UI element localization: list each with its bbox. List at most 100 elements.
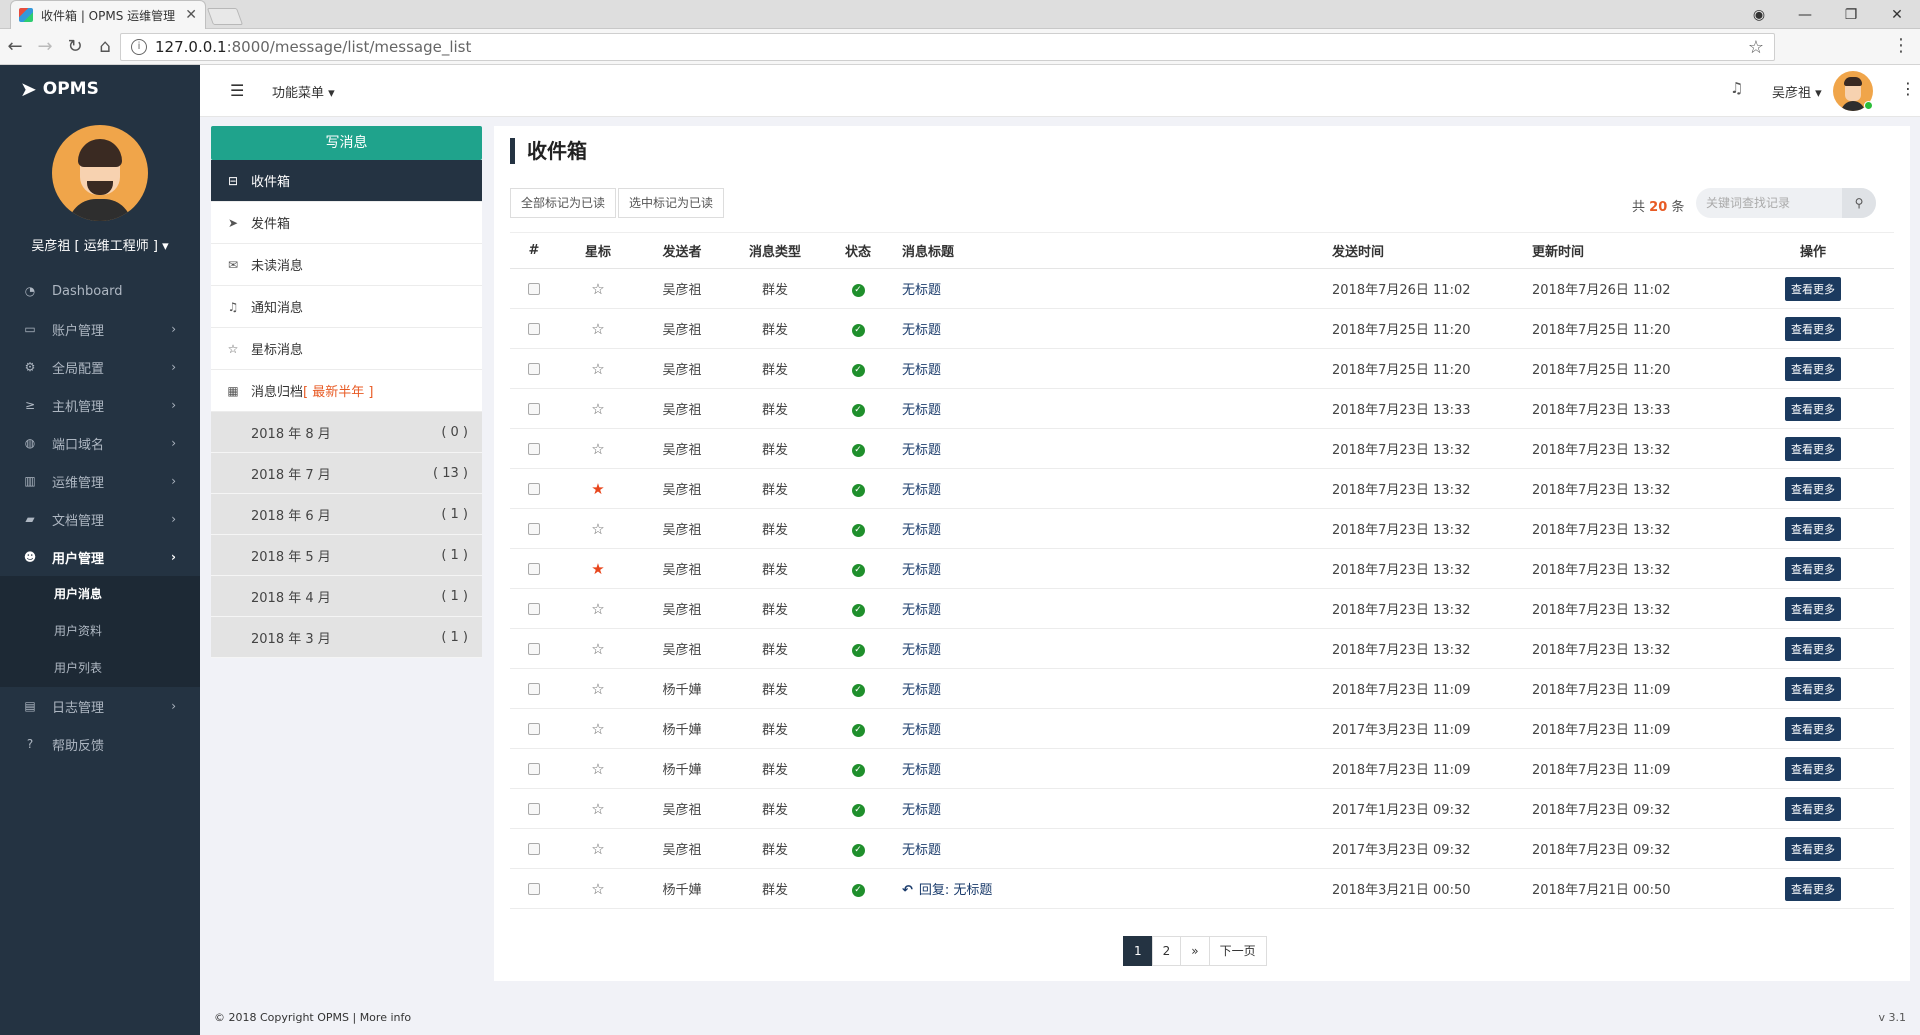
star-outline-icon[interactable]: ☆ xyxy=(591,519,605,538)
star-outline-icon[interactable]: ☆ xyxy=(591,759,605,778)
view-more-button[interactable]: 查看更多 xyxy=(1785,756,1841,781)
archive-item[interactable]: 2018 年 5 月 ( 1 ) xyxy=(211,535,482,576)
message-title-link[interactable]: 无标题 xyxy=(902,843,942,858)
row-checkbox[interactable] xyxy=(528,442,540,455)
message-title-link[interactable]: 无标题 xyxy=(902,563,942,578)
view-more-button[interactable]: 查看更多 xyxy=(1785,596,1841,621)
logo[interactable]: ➤ OPMS xyxy=(0,65,200,113)
profile-icon[interactable]: ◉ xyxy=(1752,6,1766,23)
forward-icon[interactable]: → xyxy=(37,36,53,57)
message-title-link[interactable]: 回复: 无标题 xyxy=(918,883,993,898)
row-checkbox[interactable] xyxy=(528,282,540,295)
row-checkbox[interactable] xyxy=(528,602,540,615)
sidebar-item-10[interactable]: ? 帮助反馈 xyxy=(0,725,200,763)
star-outline-icon[interactable]: ☆ xyxy=(591,359,605,378)
page-button[interactable]: 下一页 xyxy=(1208,936,1267,966)
message-title-link[interactable]: 无标题 xyxy=(902,443,942,458)
reload-icon[interactable]: ↻ xyxy=(67,36,83,57)
folder-item-4[interactable]: ♫ 通知消息 xyxy=(211,286,482,328)
folder-item-5[interactable]: ☆ 星标消息 xyxy=(211,328,482,370)
message-title-link[interactable]: 无标题 xyxy=(902,363,942,378)
star-outline-icon[interactable]: ☆ xyxy=(591,399,605,418)
view-more-button[interactable]: 查看更多 xyxy=(1785,276,1841,301)
search-icon[interactable]: ⚲ xyxy=(1842,188,1876,218)
star-outline-icon[interactable]: ☆ xyxy=(591,319,605,338)
mark-all-read-button[interactable]: 全部标记为已读 xyxy=(510,188,617,218)
view-more-button[interactable]: 查看更多 xyxy=(1785,356,1841,381)
folder-item-2[interactable]: ➤ 发件箱 xyxy=(211,202,482,244)
sidebar-item-2[interactable]: ▭ 账户管理 › xyxy=(0,310,200,348)
maximize-icon[interactable]: ❐ xyxy=(1844,6,1858,23)
sidebar-item-1[interactable]: ◔ Dashboard xyxy=(0,272,200,310)
notification-bell-icon[interactable]: ♫ xyxy=(1730,79,1744,97)
row-checkbox[interactable] xyxy=(528,802,540,815)
sidebar-item-6[interactable]: ▥ 运维管理 › xyxy=(0,462,200,500)
view-more-button[interactable]: 查看更多 xyxy=(1785,556,1841,581)
message-title-link[interactable]: 无标题 xyxy=(902,803,942,818)
home-icon[interactable]: ⌂ xyxy=(99,36,111,57)
row-checkbox[interactable] xyxy=(528,522,540,535)
message-title-link[interactable]: 无标题 xyxy=(902,283,942,298)
star-filled-icon[interactable]: ★ xyxy=(591,559,605,578)
sidebar-item-3[interactable]: ⚙ 全局配置 › xyxy=(0,348,200,386)
user-name-dropdown[interactable]: 吴彦祖 [ 运维工程师 ] ▾ xyxy=(31,239,169,254)
submenu-item-1[interactable]: 用户消息 xyxy=(54,587,103,601)
row-checkbox[interactable] xyxy=(528,682,540,695)
message-title-link[interactable]: 无标题 xyxy=(902,483,942,498)
address-bar[interactable]: i 127.0.0.1:8000/message/list/message_li… xyxy=(120,33,1775,61)
archive-header[interactable]: ▦ 消息归档 [ 最新半年 ] xyxy=(211,370,482,412)
star-outline-icon[interactable]: ☆ xyxy=(591,719,605,738)
sidebar-item-7[interactable]: ▰ 文档管理 › xyxy=(0,500,200,538)
browser-menu-icon[interactable]: ⋮ xyxy=(1892,35,1910,56)
star-outline-icon[interactable]: ☆ xyxy=(591,599,605,618)
view-more-button[interactable]: 查看更多 xyxy=(1785,676,1841,701)
page-button[interactable]: 2 xyxy=(1151,936,1182,966)
row-checkbox[interactable] xyxy=(528,362,540,375)
site-info-icon[interactable]: i xyxy=(131,39,147,55)
window-close-icon[interactable]: ✕ xyxy=(1891,6,1903,23)
archive-item[interactable]: 2018 年 4 月 ( 1 ) xyxy=(211,576,482,617)
message-title-link[interactable]: 无标题 xyxy=(902,763,942,778)
minimize-icon[interactable]: — xyxy=(1798,6,1812,23)
header-avatar[interactable] xyxy=(1833,71,1873,111)
page-button[interactable]: » xyxy=(1180,936,1210,966)
archive-item[interactable]: 2018 年 3 月 ( 1 ) xyxy=(211,617,482,658)
star-outline-icon[interactable]: ☆ xyxy=(591,679,605,698)
search-input[interactable] xyxy=(1706,196,1836,210)
star-outline-icon[interactable]: ☆ xyxy=(591,799,605,818)
view-more-button[interactable]: 查看更多 xyxy=(1785,836,1841,861)
view-more-button[interactable]: 查看更多 xyxy=(1785,516,1841,541)
star-outline-icon[interactable]: ☆ xyxy=(591,839,605,858)
star-outline-icon[interactable]: ☆ xyxy=(591,639,605,658)
view-more-button[interactable]: 查看更多 xyxy=(1785,716,1841,741)
row-checkbox[interactable] xyxy=(528,402,540,415)
view-more-button[interactable]: 查看更多 xyxy=(1785,436,1841,461)
view-more-button[interactable]: 查看更多 xyxy=(1785,396,1841,421)
page-button[interactable]: 1 xyxy=(1123,936,1153,966)
archive-item[interactable]: 2018 年 7 月 ( 13 ) xyxy=(211,453,482,494)
message-title-link[interactable]: 无标题 xyxy=(902,603,942,618)
star-outline-icon[interactable]: ☆ xyxy=(591,279,605,298)
back-icon[interactable]: ← xyxy=(7,36,23,57)
submenu-item-2[interactable]: 用户资料 xyxy=(54,624,103,638)
row-checkbox[interactable] xyxy=(528,642,540,655)
star-filled-icon[interactable]: ★ xyxy=(591,479,605,498)
folder-item-3[interactable]: ✉ 未读消息 xyxy=(211,244,482,286)
view-more-button[interactable]: 查看更多 xyxy=(1785,476,1841,501)
row-checkbox[interactable] xyxy=(528,722,540,735)
tab-close-icon[interactable]: ✕ xyxy=(185,7,197,23)
row-checkbox[interactable] xyxy=(528,882,540,895)
view-more-button[interactable]: 查看更多 xyxy=(1785,876,1841,901)
sidebar-item-8[interactable]: ☻ 用户管理 › xyxy=(0,538,200,576)
mark-selected-read-button[interactable]: 选中标记为已读 xyxy=(618,188,725,218)
message-title-link[interactable]: 无标题 xyxy=(902,643,942,658)
message-title-link[interactable]: 无标题 xyxy=(902,523,942,538)
message-title-link[interactable]: 无标题 xyxy=(902,683,942,698)
header-user-dropdown[interactable]: 吴彦祖 ▾ xyxy=(1772,86,1822,101)
row-checkbox[interactable] xyxy=(528,482,540,495)
row-checkbox[interactable] xyxy=(528,562,540,575)
archive-item[interactable]: 2018 年 6 月 ( 1 ) xyxy=(211,494,482,535)
bookmark-star-icon[interactable]: ☆ xyxy=(1747,36,1764,58)
message-title-link[interactable]: 无标题 xyxy=(902,403,942,418)
message-title-link[interactable]: 无标题 xyxy=(902,723,942,738)
